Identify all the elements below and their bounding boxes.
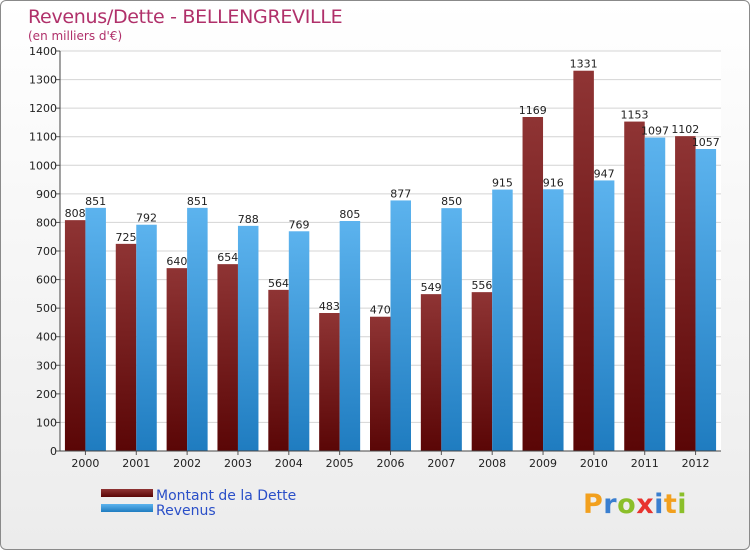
bar-revenus [695, 149, 717, 451]
bar-dette [268, 289, 289, 451]
data-label-revenus: 1097 [641, 125, 669, 138]
data-label-dette: 1153 [620, 109, 648, 122]
data-label-revenus: 788 [238, 213, 259, 226]
data-label-dette: 556 [471, 279, 492, 292]
chart-title: Revenus/Dette - BELLENGREVILLE [28, 6, 343, 28]
bar-dette [573, 70, 594, 451]
data-label-dette: 549 [421, 281, 442, 294]
logo-letter: i [654, 489, 664, 520]
chart-subtitle: (en milliers d'€) [28, 29, 123, 43]
bar-dette [217, 264, 238, 451]
bar-revenus [492, 189, 513, 452]
y-tick-label: 800 [36, 216, 57, 229]
y-tick-label: 400 [36, 331, 57, 344]
logo-letter: o [617, 489, 637, 520]
legend-swatch-revenus [101, 504, 153, 512]
bar-revenus [187, 207, 208, 451]
y-tick-label: 300 [36, 359, 57, 372]
bar-dette [319, 313, 340, 451]
x-tick-label: 2002 [173, 457, 201, 470]
bar-revenus [136, 224, 157, 451]
bar-revenus [237, 225, 259, 451]
logo-letter: r [603, 489, 618, 520]
data-label-dette: 1331 [570, 58, 598, 71]
bar-dette [420, 294, 442, 451]
bar-revenus [441, 208, 462, 451]
logo-letter: i [677, 489, 688, 520]
data-label-revenus: 916 [543, 176, 564, 189]
data-label-dette: 654 [217, 251, 238, 264]
y-tick-label: 700 [36, 245, 57, 258]
data-label-dette: 483 [319, 300, 340, 313]
data-label-revenus: 805 [339, 208, 360, 221]
y-tick-label: 1100 [29, 131, 57, 144]
x-tick-label: 2000 [71, 457, 99, 470]
bar-dette [370, 316, 391, 451]
data-label-dette: 808 [65, 207, 86, 220]
bar-revenus [339, 221, 361, 451]
bar-revenus [85, 207, 106, 451]
bar-revenus [390, 200, 411, 451]
y-tick-label: 600 [36, 274, 57, 287]
bar-revenus [288, 231, 310, 451]
y-tick-label: 100 [36, 416, 57, 429]
x-tick-label: 2012 [682, 457, 710, 470]
y-tick-label: 0 [50, 445, 57, 458]
x-tick-label: 2008 [478, 457, 506, 470]
data-label-dette: 640 [166, 255, 187, 268]
bar-revenus [644, 137, 666, 452]
bar-dette [624, 121, 645, 452]
data-label-dette: 1169 [519, 104, 547, 117]
bar-dette [64, 220, 86, 451]
data-label-revenus: 769 [289, 218, 310, 231]
logo-letter: P [583, 489, 604, 520]
y-tick-label: 200 [36, 388, 57, 401]
y-tick-label: 1400 [29, 45, 57, 58]
y-tick-label: 1300 [29, 74, 57, 87]
x-tick-label: 2011 [631, 457, 659, 470]
x-tick-label: 2009 [529, 457, 557, 470]
data-label-revenus: 877 [390, 187, 411, 200]
bar-dette [115, 243, 137, 451]
bar-dette [675, 136, 696, 451]
proxiti-logo: Proxiti [583, 489, 687, 520]
x-tick-label: 2003 [224, 457, 252, 470]
x-tick-label: 2007 [427, 457, 455, 470]
data-label-dette: 564 [268, 277, 289, 290]
x-tick-label: 2001 [122, 457, 150, 470]
bar-revenus [593, 180, 615, 451]
data-label-revenus: 915 [492, 177, 513, 190]
data-label-dette: 470 [370, 304, 391, 317]
data-label-dette: 1102 [671, 123, 699, 136]
data-label-dette: 725 [116, 231, 137, 244]
data-label-revenus: 851 [85, 195, 106, 208]
x-tick-label: 2006 [377, 457, 405, 470]
data-label-revenus: 792 [136, 212, 157, 225]
bar-dette [166, 268, 188, 451]
logo-letter: x [636, 489, 655, 520]
y-tick-label: 1200 [29, 102, 57, 115]
y-tick-label: 500 [36, 302, 57, 315]
x-tick-label: 2010 [580, 457, 608, 470]
data-label-revenus: 850 [441, 195, 462, 208]
x-tick-label: 2004 [275, 457, 303, 470]
y-tick-label: 1000 [29, 159, 57, 172]
legend-swatch-dette [101, 489, 153, 497]
bar-revenus [543, 189, 564, 452]
x-tick-label: 2005 [326, 457, 354, 470]
legend-label-dette: Montant de la Dette [156, 488, 296, 504]
data-label-revenus: 1057 [692, 136, 720, 149]
data-label-revenus: 947 [594, 167, 615, 180]
y-tick-label: 900 [36, 188, 57, 201]
bar-dette [522, 117, 544, 451]
logo-letter: t [663, 489, 678, 520]
legend-label-revenus: Revenus [156, 503, 216, 519]
data-label-revenus: 851 [187, 195, 208, 208]
bar-dette [471, 292, 493, 451]
